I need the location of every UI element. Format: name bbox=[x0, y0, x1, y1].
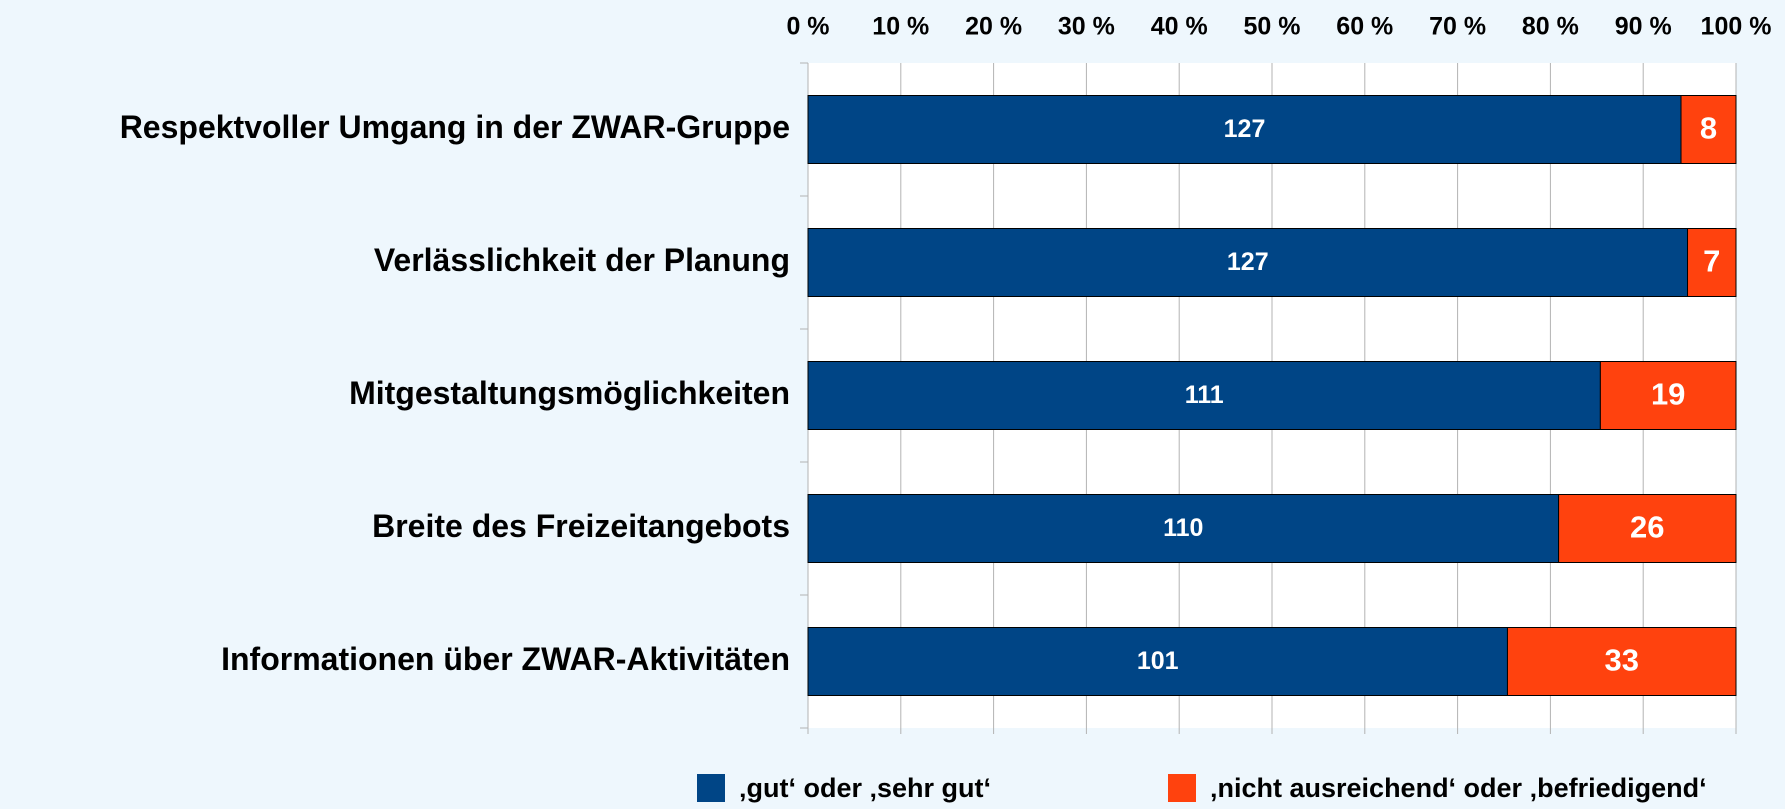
x-tick-label: 80 % bbox=[1522, 13, 1579, 41]
data-label: 127 bbox=[1227, 248, 1269, 276]
category-label: Mitgestaltungsmöglichkeiten bbox=[349, 375, 790, 411]
legend-swatch bbox=[1168, 774, 1196, 802]
x-tick-label: 100 % bbox=[1701, 13, 1772, 41]
data-label: 111 bbox=[1185, 381, 1224, 409]
legend-label: ‚gut‘ oder ‚sehr gut‘ bbox=[739, 773, 991, 803]
bar-segment bbox=[807, 228, 1689, 297]
data-label: 33 bbox=[1604, 643, 1638, 678]
x-tick-label: 20 % bbox=[965, 13, 1022, 41]
x-tick-label: 60 % bbox=[1336, 13, 1393, 41]
bar-segment bbox=[807, 95, 1682, 164]
category-label: Breite des Freizeitangebots bbox=[372, 508, 790, 544]
bar-segment bbox=[1599, 361, 1737, 430]
data-label: 8 bbox=[1700, 111, 1717, 146]
legend-swatch bbox=[697, 774, 725, 802]
bar-segment bbox=[1506, 627, 1737, 696]
bar-segment bbox=[807, 494, 1560, 563]
bar-segment bbox=[1558, 494, 1737, 563]
data-label: 7 bbox=[1703, 244, 1720, 279]
bar-segment bbox=[807, 627, 1508, 696]
data-label: 26 bbox=[1630, 510, 1664, 545]
x-tick-label: 40 % bbox=[1151, 13, 1208, 41]
x-tick-label: 50 % bbox=[1244, 13, 1301, 41]
legend-label: ‚nicht ausreichend‘ oder ‚befriedigend‘ bbox=[1210, 773, 1707, 803]
x-tick-label: 30 % bbox=[1058, 13, 1115, 41]
x-tick-label: 0 % bbox=[786, 13, 829, 41]
bar-segment bbox=[1687, 228, 1737, 297]
x-tick-label: 70 % bbox=[1429, 13, 1486, 41]
data-label: 19 bbox=[1651, 377, 1685, 412]
data-label: 127 bbox=[1224, 115, 1266, 143]
category-label: Verlässlichkeit der Planung bbox=[374, 242, 790, 278]
x-tick-label: 90 % bbox=[1615, 13, 1672, 41]
data-label: 101 bbox=[1137, 647, 1179, 675]
category-label: Informationen über ZWAR-Aktivitäten bbox=[221, 641, 790, 677]
category-label: Respektvoller Umgang in der ZWAR-Gruppe bbox=[120, 109, 790, 145]
x-tick-label: 10 % bbox=[872, 13, 929, 41]
data-label: 110 bbox=[1163, 514, 1203, 542]
bar-segment bbox=[1680, 95, 1737, 164]
